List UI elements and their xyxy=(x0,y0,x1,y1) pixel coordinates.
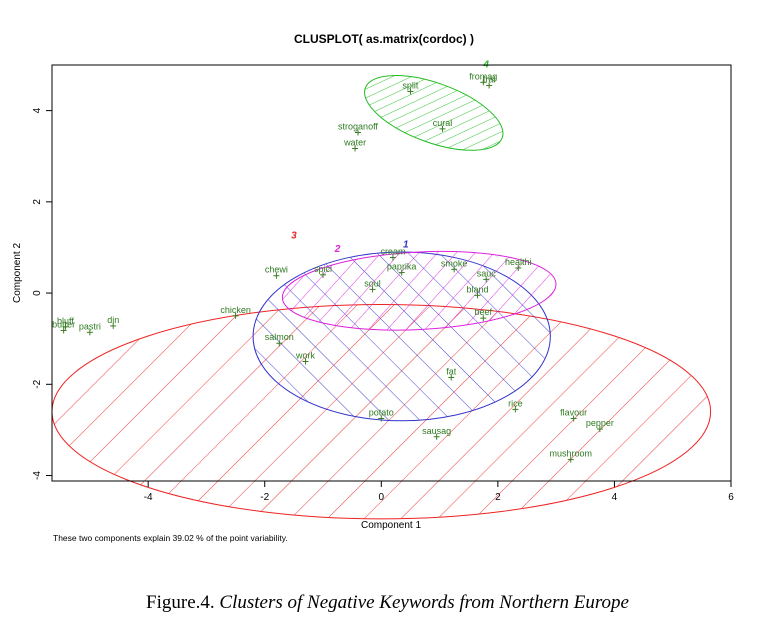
point-label: pepper xyxy=(586,418,614,428)
point-healthi: healthi xyxy=(505,257,532,271)
x-tick-label: 2 xyxy=(495,492,501,503)
point-label: flavour xyxy=(560,408,587,418)
point-label: split xyxy=(402,80,419,90)
point-bland: bland xyxy=(466,284,488,299)
point-label: bland xyxy=(466,284,488,294)
point-chewi: chewi xyxy=(265,265,288,279)
x-tick-label: 4 xyxy=(612,492,618,503)
point-cream: cream xyxy=(380,246,405,261)
figure-caption-title: Clusters of Negative Keywords from North… xyxy=(219,592,629,613)
cluster-3-label: 3 xyxy=(291,230,297,241)
clusplot-chart: CLUSPLOT( as.matrix(cordoc) ) 3 1 2 4 -4 -2 0… xyxy=(12,32,734,543)
point-bluff: bluff xyxy=(57,316,74,330)
figure-caption: Figure.4. Clusters of Negative Keywords … xyxy=(0,592,775,614)
point-stroganoff: stroganoff xyxy=(338,122,378,136)
point-label: butter xyxy=(52,319,75,329)
point-rice: rice xyxy=(508,398,523,413)
point-label: bluff xyxy=(57,316,74,326)
point-split: split xyxy=(402,80,419,95)
point-label: rice xyxy=(508,398,523,408)
point-sausag: sausag xyxy=(422,426,451,440)
point-label: din xyxy=(107,315,119,325)
point-label: salmon xyxy=(265,332,294,342)
point-pastri: pastri xyxy=(79,321,101,336)
point-label: fromag xyxy=(469,71,497,81)
point-label: soul xyxy=(364,278,381,288)
y-tick-label: 0 xyxy=(32,290,43,296)
plot-frame xyxy=(51,64,732,482)
point-label: mushroom xyxy=(549,449,592,459)
point-label: smoke xyxy=(441,258,468,268)
point-flavour: flavour xyxy=(560,408,587,422)
y-tick-label: 4 xyxy=(32,107,43,113)
y-axis-label: Component 2 xyxy=(12,243,23,303)
point-fral: fral xyxy=(483,75,496,89)
point-potato: potato xyxy=(369,408,394,422)
point-cural: cural xyxy=(433,118,453,132)
chart-title: CLUSPLOT( as.matrix(cordoc) ) xyxy=(294,32,474,46)
x-tick-label: -2 xyxy=(260,492,269,503)
point-label: fral xyxy=(483,75,496,85)
cluster-1-label: 1 xyxy=(403,239,409,250)
point-paprika: paprika xyxy=(387,262,417,276)
cluster-2-ellipse xyxy=(281,250,557,331)
point-label: paprika xyxy=(387,262,417,272)
figure-caption-prefix: Figure.4. xyxy=(146,592,220,613)
point-water: water xyxy=(343,137,366,152)
point-label: potato xyxy=(369,408,394,418)
point-work: work xyxy=(295,350,316,365)
point-salmon: salmon xyxy=(265,332,294,347)
x-tick-label: -4 xyxy=(144,492,153,503)
point-label: fat xyxy=(446,366,457,376)
point-label: pastri xyxy=(79,321,101,331)
point-soul: soul xyxy=(364,278,381,293)
point-label: sausag xyxy=(422,426,451,436)
x-tick-label: 0 xyxy=(379,492,385,503)
point-butter: butter xyxy=(52,319,75,334)
point-chicken: chicken xyxy=(220,305,251,319)
point-label: work xyxy=(295,350,316,360)
point-label: cream xyxy=(380,246,405,256)
point-fat: fat xyxy=(446,366,457,381)
x-axis-label: Component 1 xyxy=(361,520,421,531)
point-mushroom: mushroom xyxy=(549,449,592,463)
point-fromag: fromag xyxy=(469,71,497,86)
point-label: beef xyxy=(475,307,493,317)
y-tick-label: -4 xyxy=(32,471,43,480)
point-smoke: smoke xyxy=(441,258,468,273)
point-label: cural xyxy=(433,118,453,128)
point-sauc: sauc xyxy=(477,268,497,283)
y-tick-label: 2 xyxy=(32,199,43,205)
point-pepper: pepper xyxy=(586,418,614,432)
cluster-2-label: 2 xyxy=(334,244,341,255)
variability-footnote: These two components explain 39.02 % of … xyxy=(53,533,288,543)
point-label: stroganoff xyxy=(338,122,378,132)
point-spici: spici xyxy=(314,264,332,278)
point-din: din xyxy=(107,315,119,329)
point-beef: beef xyxy=(475,307,493,322)
point-label: sauc xyxy=(477,268,497,278)
y-tick-label: -2 xyxy=(32,379,43,388)
point-label: chicken xyxy=(220,305,251,315)
cluster-ellipses: 3 1 2 4 xyxy=(51,59,712,520)
point-label: spici xyxy=(314,264,332,274)
point-label: healthi xyxy=(505,257,532,267)
x-tick-label: 6 xyxy=(728,492,734,503)
point-label: water xyxy=(343,137,366,147)
point-label: chewi xyxy=(265,265,288,275)
axes: -4 -2 0 2 4 6 -4 -2 0 2 4 xyxy=(32,107,734,503)
cluster-4-ellipse xyxy=(364,75,504,151)
